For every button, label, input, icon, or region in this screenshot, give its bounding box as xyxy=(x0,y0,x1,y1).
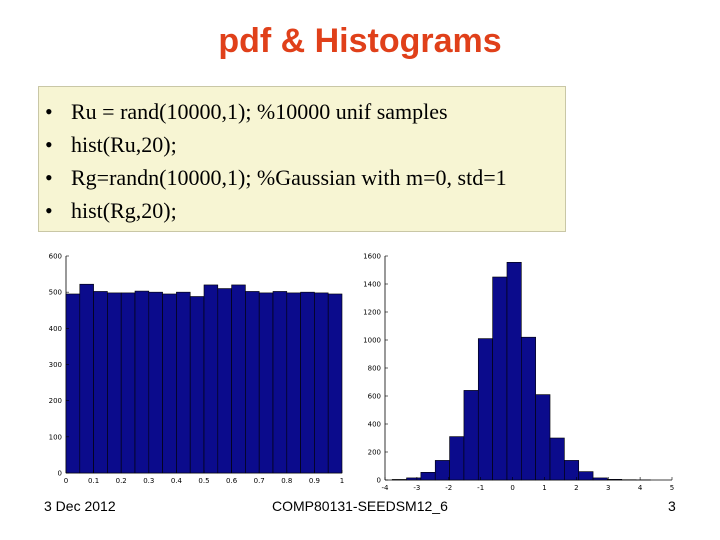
histogram-bar xyxy=(564,460,580,481)
histogram-bar xyxy=(79,283,94,474)
x-tick-label: 0 xyxy=(510,484,514,492)
y-tick-label: 1000 xyxy=(363,337,381,345)
x-tick-label: 0.5 xyxy=(198,477,209,485)
code-box: • Ru = rand(10000,1); %10000 unif samples… xyxy=(38,86,566,232)
x-tick-label: 0.9 xyxy=(309,477,320,485)
y-tick-label: 600 xyxy=(49,253,62,261)
histogram-bar xyxy=(391,479,407,481)
histogram-bar xyxy=(492,276,508,481)
histogram-bar xyxy=(449,436,465,481)
histogram-bar xyxy=(549,437,565,481)
histogram-bar xyxy=(189,296,205,474)
histogram-bar xyxy=(406,477,422,481)
histogram-bar xyxy=(148,291,163,474)
x-tick-label: 0 xyxy=(64,477,68,485)
x-tick-label: -2 xyxy=(445,484,452,492)
histogram-bar xyxy=(607,479,623,481)
histogram-bar xyxy=(176,291,191,474)
histogram-bar xyxy=(120,292,136,474)
histogram-bar xyxy=(107,292,122,474)
histogram-bar xyxy=(203,284,219,474)
y-tick-label: 800 xyxy=(368,365,381,373)
x-tick-label: 0.2 xyxy=(116,477,127,485)
x-tick-label: 2 xyxy=(574,484,578,492)
histogram-bar xyxy=(327,293,343,474)
bullet-text: Rg=randn(10000,1); %Gaussian with m=0, s… xyxy=(71,165,507,190)
slide-title: pdf & Histograms xyxy=(218,22,502,60)
x-tick-label: 0.4 xyxy=(171,477,183,485)
bullet-text: hist(Ru,20); xyxy=(71,132,177,157)
y-tick-label: 400 xyxy=(49,325,62,333)
x-tick-label: 3 xyxy=(606,484,610,492)
y-tick-label: 300 xyxy=(49,361,62,369)
uniform-histogram: 0 100 200 300 400 500 600 0 0.1 0.2 0.3 0.4 0.5 0.6 0.… xyxy=(49,253,345,486)
bullet-text: hist(Rg,20); xyxy=(71,198,177,223)
x-tick-label: 1 xyxy=(340,477,344,485)
bullet-icon: • xyxy=(45,165,53,190)
y-tick-label: 1600 xyxy=(363,253,381,261)
x-tick-label: -3 xyxy=(413,484,420,492)
x-tick-label: 1 xyxy=(542,484,546,492)
histogram-bar xyxy=(420,472,436,481)
y-tick-label: 0 xyxy=(377,477,381,485)
x-tick-label: 5 xyxy=(670,484,674,492)
histogram-bar xyxy=(477,338,493,481)
histogram-bar xyxy=(463,390,479,481)
gaussian-histogram: 0 200 400 600 800 1000 1200 1400 1600 -4 -3 -2 -1 0 1 2… xyxy=(363,253,674,493)
y-tick-label: 200 xyxy=(368,449,381,457)
y-tick-label: 400 xyxy=(368,421,381,429)
histogram-bar xyxy=(521,336,536,481)
footer-course: COMP80131-SEEDSM12_6 xyxy=(272,498,448,514)
y-tick-label: 600 xyxy=(368,393,381,401)
histogram-bar xyxy=(314,292,329,474)
histogram-bar xyxy=(434,460,450,481)
histogram-bar xyxy=(506,261,522,481)
bullet-icon: • xyxy=(45,132,53,157)
histogram-bar xyxy=(65,293,81,474)
x-tick-label: -4 xyxy=(382,484,390,492)
y-tick-label: 100 xyxy=(49,433,62,441)
bullet-text: Ru = rand(10000,1); %10000 unif samples xyxy=(71,99,448,124)
x-tick-label: 0.8 xyxy=(281,477,292,485)
histogram-bar xyxy=(300,291,315,474)
histogram-bar xyxy=(578,471,594,481)
x-tick-label: -1 xyxy=(477,484,484,492)
x-tick-label: 0.1 xyxy=(88,477,99,485)
y-tick-label: 200 xyxy=(49,397,62,405)
footer-date: 3 Dec 2012 xyxy=(44,498,116,514)
histogram-bar xyxy=(162,293,177,474)
x-tick-label: 0.7 xyxy=(254,477,265,485)
histogram-bar xyxy=(93,291,108,474)
x-tick-label: 0.6 xyxy=(226,477,238,485)
histogram-bar xyxy=(134,290,150,474)
y-tick-label: 1200 xyxy=(363,309,381,317)
histogram-bar xyxy=(258,292,274,474)
y-tick-label: 500 xyxy=(49,289,62,297)
x-tick-label: 4 xyxy=(638,484,643,492)
histogram-bar xyxy=(286,292,301,474)
bullet-icon: • xyxy=(45,99,53,124)
histogram-bar xyxy=(245,291,260,474)
histogram-bar xyxy=(592,477,608,481)
histogram-bar xyxy=(217,288,232,474)
bullet-icon: • xyxy=(45,198,53,223)
footer-page-number: 3 xyxy=(668,498,676,514)
histogram-bar xyxy=(272,291,288,474)
histogram-bar xyxy=(231,284,246,474)
histogram-bar xyxy=(535,394,551,481)
x-tick-label: 0.3 xyxy=(143,477,154,485)
y-tick-label: 1400 xyxy=(363,281,381,289)
y-tick-label: 0 xyxy=(58,470,62,478)
